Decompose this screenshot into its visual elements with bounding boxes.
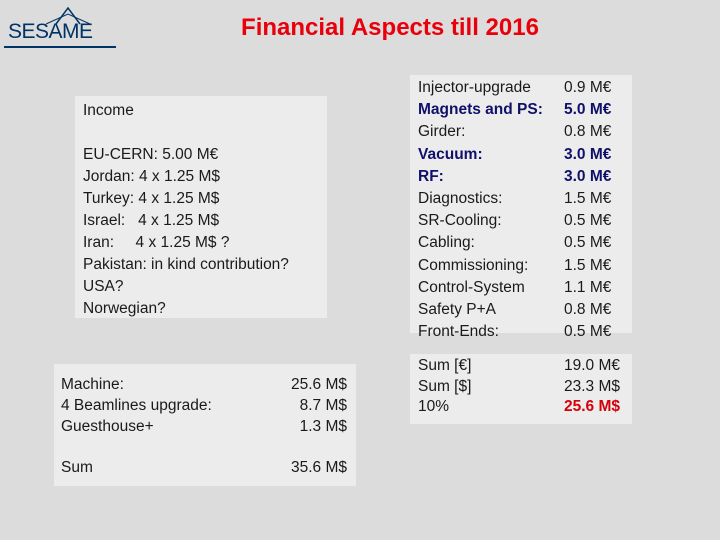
income-line: Norwegian? — [83, 300, 166, 317]
page-title: Financial Aspects till 2016 — [241, 14, 539, 41]
cost-row-safety: Safety P+A 0.8 M€ — [418, 301, 612, 319]
income-line: USA? — [83, 278, 124, 295]
sum-row-eur: Sum [€] 19.0 M€ — [418, 357, 621, 374]
income-line: Jordan: 4 x 1.25 M$ — [83, 168, 220, 185]
cost-row-cabling: Cabling: 0.5 M€ — [418, 234, 612, 252]
income-panel: Income EU-CERN: 5.00 M€ Jordan: 4 x 1.25… — [75, 96, 327, 318]
machine-row: Machine: 25.6 M$ — [61, 376, 347, 393]
cost-row-rf: RF: 3.0 M€ — [418, 167, 612, 185]
cost-row-commissioning: Commissioning: 1.5 M€ — [418, 256, 612, 274]
cost-row-magnets: Magnets and PS: 5.0 M€ — [418, 101, 612, 119]
machine-sum-row: Sum 35.6 M$ — [61, 459, 347, 476]
income-line: Iran: 4 x 1.25 M$ ? — [83, 234, 230, 251]
machine-summary-panel: Machine: 25.6 M$ 4 Beamlines upgrade: 8.7 … — [54, 364, 356, 486]
cost-breakdown-panel: Injector-upgrade 0.9 M€ Magnets and PS: 5.… — [410, 75, 632, 340]
sesame-logo: SESAME — [4, 6, 116, 50]
cost-sum-panel: Sum [€] 19.0 M€ Sum [$] 23.3 M$ 10% 25.6 M$ — [410, 354, 632, 424]
beamlines-row: 4 Beamlines upgrade: 8.7 M$ — [61, 397, 347, 414]
cost-row-front-ends: Front-Ends: 0.5 M€ — [418, 323, 612, 341]
cost-row-sr-cooling: SR-Cooling: 0.5 M€ — [418, 212, 612, 230]
logo-text: SESAME — [8, 20, 93, 43]
logo-underline — [4, 46, 116, 48]
income-line: Turkey: 4 x 1.25 M$ — [83, 190, 220, 207]
logo-emblem-icon — [45, 6, 91, 25]
sum-row-ten-percent: 10% 25.6 M$ — [418, 398, 621, 416]
cost-row-diagnostics: Diagnostics: 1.5 M€ — [418, 190, 612, 208]
income-line: Pakistan: in kind contribution? — [83, 256, 289, 273]
income-line: EU-CERN: 5.00 M€ — [83, 146, 219, 163]
guesthouse-row: Guesthouse+ 1.3 M$ — [61, 418, 347, 435]
income-line: Israel: 4 x 1.25 M$ — [83, 212, 220, 229]
cost-row-girder: Girder: 0.8 M€ — [418, 123, 612, 141]
cost-row-injector: Injector-upgrade 0.9 M€ — [418, 79, 612, 96]
cost-row-control-system: Control-System 1.1 M€ — [418, 278, 612, 296]
sum-row-usd: Sum [$] 23.3 M$ — [418, 377, 621, 395]
income-heading: Income — [83, 102, 134, 119]
cost-row-vacuum: Vacuum: 3.0 M€ — [418, 145, 612, 163]
